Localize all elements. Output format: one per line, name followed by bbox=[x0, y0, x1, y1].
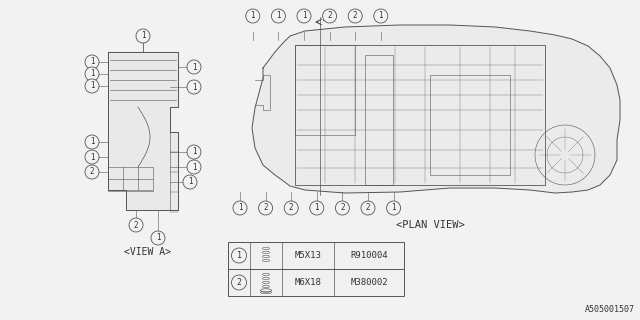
Circle shape bbox=[246, 9, 260, 23]
Text: 1: 1 bbox=[90, 69, 94, 78]
Text: A505001507: A505001507 bbox=[585, 305, 635, 314]
Text: 1: 1 bbox=[314, 204, 319, 212]
Circle shape bbox=[233, 201, 247, 215]
Text: 1: 1 bbox=[192, 148, 196, 156]
Text: 2: 2 bbox=[90, 167, 94, 177]
Circle shape bbox=[187, 160, 201, 174]
Circle shape bbox=[335, 201, 349, 215]
Circle shape bbox=[85, 165, 99, 179]
Circle shape bbox=[323, 9, 337, 23]
Bar bbox=[430, 75, 510, 175]
Polygon shape bbox=[108, 52, 178, 210]
Text: 1: 1 bbox=[90, 138, 94, 147]
Text: M380002: M380002 bbox=[350, 278, 388, 287]
Text: 1: 1 bbox=[237, 251, 241, 260]
Polygon shape bbox=[252, 25, 620, 193]
Text: M5X13: M5X13 bbox=[294, 251, 321, 260]
Circle shape bbox=[297, 9, 311, 23]
Circle shape bbox=[232, 275, 246, 290]
Text: <VIEW A>: <VIEW A> bbox=[125, 247, 172, 257]
Bar bbox=[295, 45, 545, 185]
Text: 1: 1 bbox=[391, 204, 396, 212]
Text: 1: 1 bbox=[237, 204, 243, 212]
Text: 1: 1 bbox=[250, 12, 255, 20]
Bar bbox=[108, 167, 153, 190]
Circle shape bbox=[183, 175, 197, 189]
Circle shape bbox=[284, 201, 298, 215]
Circle shape bbox=[374, 9, 388, 23]
Bar bbox=[228, 242, 404, 296]
Text: 2: 2 bbox=[263, 204, 268, 212]
Text: R910004: R910004 bbox=[350, 251, 388, 260]
Text: 1: 1 bbox=[90, 82, 94, 91]
Text: 1: 1 bbox=[192, 83, 196, 92]
Text: <PLAN VIEW>: <PLAN VIEW> bbox=[396, 220, 465, 230]
Bar bbox=[365, 55, 393, 185]
Text: 2: 2 bbox=[237, 278, 241, 287]
Text: 1: 1 bbox=[188, 178, 192, 187]
Circle shape bbox=[387, 201, 401, 215]
Text: 1: 1 bbox=[301, 12, 307, 20]
Circle shape bbox=[310, 201, 324, 215]
Circle shape bbox=[259, 201, 273, 215]
Text: 2: 2 bbox=[289, 204, 294, 212]
Bar bbox=[170, 132, 178, 210]
Text: 2: 2 bbox=[134, 220, 138, 229]
Circle shape bbox=[232, 248, 246, 263]
Circle shape bbox=[348, 9, 362, 23]
Circle shape bbox=[271, 9, 285, 23]
Text: 1: 1 bbox=[90, 153, 94, 162]
Circle shape bbox=[129, 218, 143, 232]
Circle shape bbox=[187, 60, 201, 74]
Circle shape bbox=[361, 201, 375, 215]
Text: 1: 1 bbox=[378, 12, 383, 20]
Text: A: A bbox=[323, 13, 329, 23]
Text: 2: 2 bbox=[365, 204, 371, 212]
Bar bbox=[295, 45, 355, 135]
Text: 2: 2 bbox=[340, 204, 345, 212]
Circle shape bbox=[187, 145, 201, 159]
Text: 2: 2 bbox=[353, 12, 358, 20]
Text: M6X18: M6X18 bbox=[294, 278, 321, 287]
Circle shape bbox=[85, 67, 99, 81]
Circle shape bbox=[85, 79, 99, 93]
Text: 1: 1 bbox=[141, 31, 145, 41]
Text: 2: 2 bbox=[327, 12, 332, 20]
Text: 1: 1 bbox=[192, 62, 196, 71]
Text: 1: 1 bbox=[276, 12, 281, 20]
Circle shape bbox=[85, 135, 99, 149]
Text: 1: 1 bbox=[156, 234, 160, 243]
Text: 1: 1 bbox=[192, 163, 196, 172]
Circle shape bbox=[187, 80, 201, 94]
Text: 1: 1 bbox=[90, 58, 94, 67]
Circle shape bbox=[136, 29, 150, 43]
Circle shape bbox=[85, 55, 99, 69]
Circle shape bbox=[151, 231, 165, 245]
Circle shape bbox=[85, 150, 99, 164]
